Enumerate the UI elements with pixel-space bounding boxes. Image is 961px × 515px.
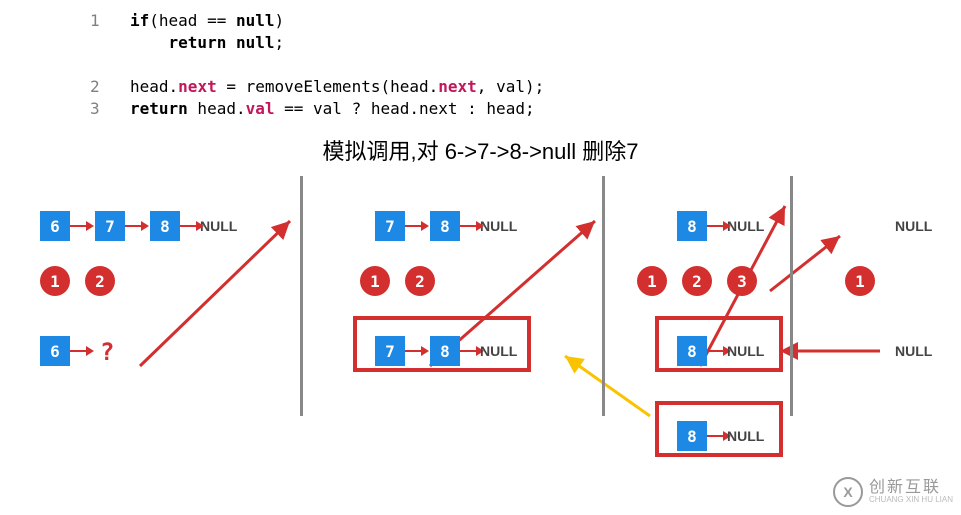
pointer-arrow-icon: [460, 225, 478, 227]
step-marker: 1: [845, 266, 875, 296]
list-node: 7: [375, 211, 405, 241]
pointer-arrow-icon: [180, 225, 198, 227]
list-node: 8: [677, 421, 707, 451]
step-marker: 1: [40, 266, 70, 296]
null-label: NULL: [480, 218, 517, 234]
pointer-arrow-icon: [70, 225, 88, 227]
question-mark: ?: [100, 338, 114, 366]
step-marker: 1: [637, 266, 667, 296]
watermark-subtext: CHUANG XIN HU LIAN: [869, 496, 953, 504]
step-marker: 2: [85, 266, 115, 296]
watermark: X 创新互联 CHUANG XIN HU LIAN: [833, 477, 953, 507]
watermark-logo-icon: X: [833, 477, 863, 507]
code-block: 1if(head == null) return null; 2head.nex…: [0, 0, 961, 120]
null-label: NULL: [200, 218, 237, 234]
highlight-box: [655, 316, 783, 372]
pointer-arrow-icon: [707, 435, 725, 437]
step-marker: 2: [682, 266, 712, 296]
watermark-text: 创新互联: [869, 480, 953, 496]
caption: 模拟调用,对 6->7->8->null 删除7: [0, 134, 961, 166]
list-node: 8: [430, 211, 460, 241]
pointer-arrow-icon: [125, 225, 143, 227]
list-node: 8: [150, 211, 180, 241]
pointer-arrow-icon: [405, 225, 423, 227]
step-marker: 1: [360, 266, 390, 296]
diagram: 678NULL126?78NULL1278NULL8NULL1238NULL8N…: [0, 176, 961, 496]
list-node: 8: [677, 211, 707, 241]
null-label: NULL: [895, 343, 932, 359]
list-node: 7: [95, 211, 125, 241]
highlight-box: [353, 316, 531, 372]
null-label: NULL: [895, 218, 932, 234]
step-marker: 2: [405, 266, 435, 296]
step-marker: 3: [727, 266, 757, 296]
list-node: 6: [40, 336, 70, 366]
pointer-arrow-icon: [70, 350, 88, 352]
pointer-arrow-icon: [707, 225, 725, 227]
list-node: 6: [40, 211, 70, 241]
null-label: NULL: [727, 218, 764, 234]
null-label: NULL: [727, 428, 764, 444]
